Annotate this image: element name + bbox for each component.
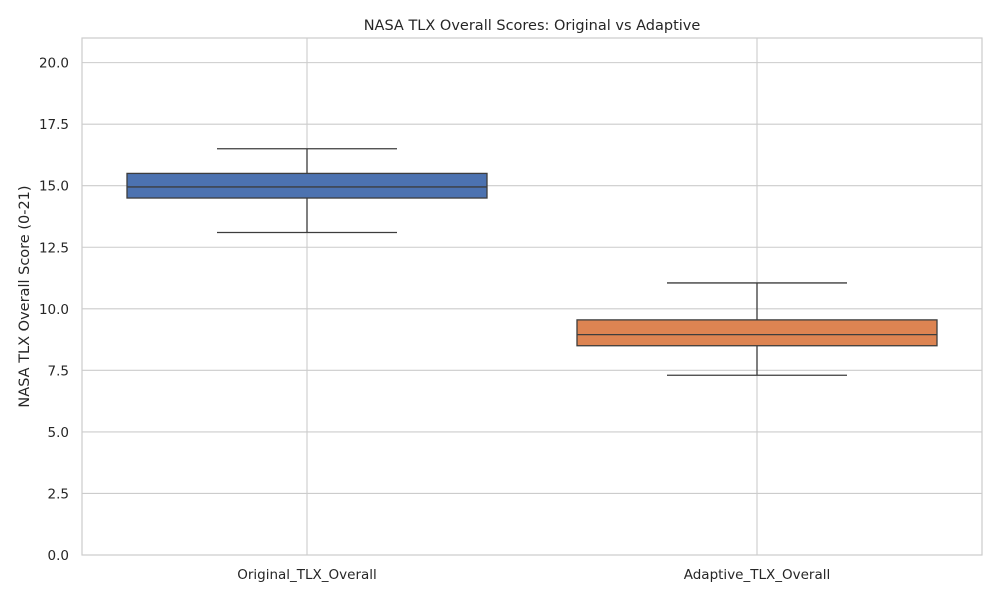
grid-layer xyxy=(82,38,982,556)
y-tick-label: 20.0 xyxy=(39,56,69,72)
y-tick-label: 10.0 xyxy=(39,302,69,318)
iqr-box xyxy=(576,319,938,347)
iqr-box xyxy=(126,172,488,199)
x-tick-label: Adaptive_TLX_Overall xyxy=(684,567,831,583)
y-tick-label: 12.5 xyxy=(39,240,69,256)
box-layer xyxy=(126,148,938,376)
x-tick-label: Original_TLX_Overall xyxy=(237,567,377,583)
y-tick-label: 2.5 xyxy=(48,486,69,502)
y-tick-label: 0.0 xyxy=(48,548,69,564)
y-tick-label: 5.0 xyxy=(48,425,69,441)
plot-frame xyxy=(81,37,983,556)
y-axis-label: NASA TLX Overall Score (0-21) xyxy=(17,185,33,407)
y-tick-label: 17.5 xyxy=(39,117,69,133)
tick-layer: 0.0 2.5 5.0 7.5 10.0 12.5 15.0 17.5 20.0 Original… xyxy=(39,56,830,583)
box-1 xyxy=(576,282,938,376)
y-tick-label: 7.5 xyxy=(48,363,69,379)
chart-title: NASA TLX Overall Scores: Original vs Ada… xyxy=(364,18,701,34)
y-tick-label: 15.0 xyxy=(39,179,69,195)
box-0 xyxy=(126,148,488,234)
